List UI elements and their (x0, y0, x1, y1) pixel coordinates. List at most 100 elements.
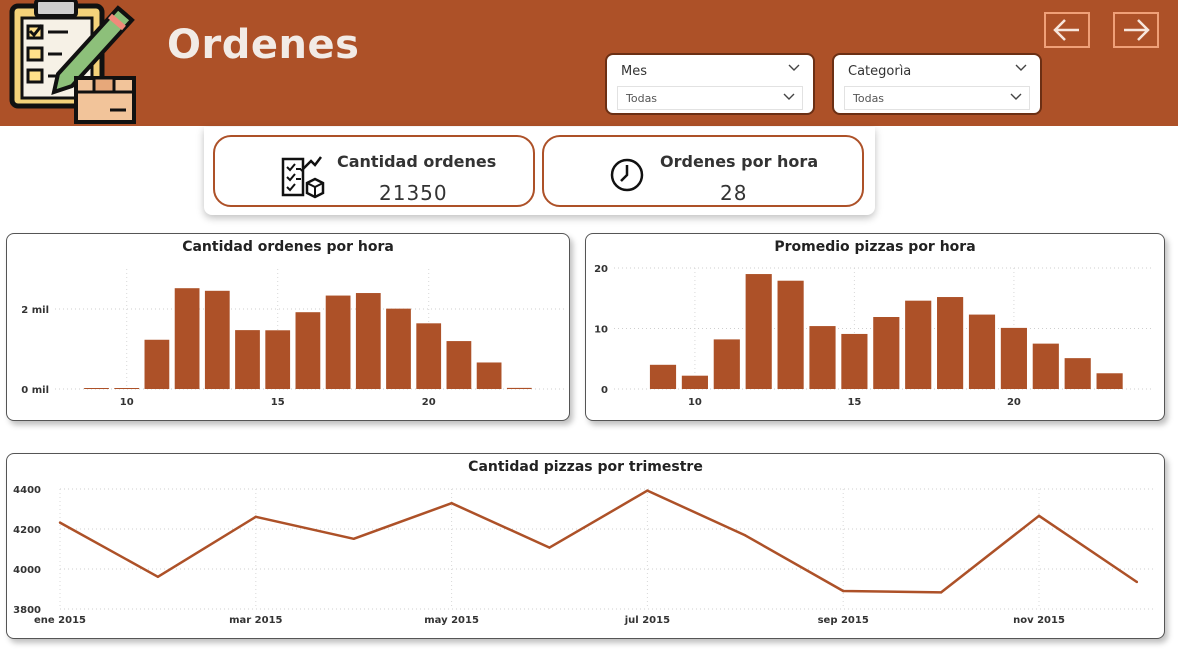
bar (506, 387, 532, 389)
clock-icon (610, 158, 644, 192)
y-tick-label: 2 mil (21, 305, 49, 316)
y-tick-label: 0 (601, 385, 608, 396)
data-point (352, 537, 355, 540)
bar (235, 330, 260, 389)
data-point (450, 502, 453, 505)
y-tick-label: 3800 (13, 605, 41, 616)
chevron-down-icon[interactable] (787, 63, 801, 73)
data-point (1037, 514, 1041, 517)
x-tick-label: sep 2015 (818, 615, 869, 626)
x-tick-label: 10 (120, 397, 134, 408)
x-tick-label: 10 (688, 397, 702, 408)
bar (841, 333, 868, 389)
data-point (646, 489, 649, 492)
slicer-mes[interactable]: Mes Todas (605, 53, 815, 115)
chevron-down-icon[interactable] (1009, 92, 1023, 102)
back-button[interactable] (1044, 12, 1090, 48)
slicer-dropdown[interactable]: Todas (617, 86, 803, 110)
chart-title: Cantidad pizzas por trimestre (468, 459, 703, 475)
kpi-value: 21350 (379, 181, 448, 205)
bar (777, 280, 804, 389)
bar (745, 274, 772, 389)
chart-title: Cantidad ordenes por hora (182, 239, 394, 255)
x-tick-label: 20 (422, 397, 436, 408)
x-tick-label: may 2015 (424, 615, 479, 626)
bar-chart-pizzas-per-hour: 0 10 20 10 15 20 (594, 264, 1154, 408)
data-point (842, 589, 845, 593)
chart-title: Promedio pizzas por hora (774, 239, 976, 255)
y-tick-label: 10 (594, 325, 608, 336)
y-tick-label: 4400 (13, 485, 41, 496)
bar (1064, 358, 1091, 389)
x-tick-label: 20 (1007, 397, 1021, 408)
slicer-value: Todas (853, 92, 885, 105)
line-chart-pizzas-per-quarter: 3800 4000 4200 4400 ene 2015 mar 2015 may 2015… (13, 485, 1155, 626)
bar (446, 341, 472, 389)
slicer-value: Todas (626, 92, 658, 105)
bar (144, 339, 170, 389)
kpi-card-orders: Cantidad ordenes 21350 (213, 135, 535, 207)
x-tick-label: 15 (847, 397, 861, 408)
data-point (156, 575, 160, 578)
bar-chart-orders-per-hour: 0 mil 2 mil 10 15 20 (21, 269, 565, 408)
bar (204, 290, 230, 389)
arrow-left-icon (1053, 19, 1079, 41)
slicer-label: Categorìa (848, 64, 912, 79)
checklist-box-icon (281, 156, 325, 199)
data-point (939, 591, 943, 594)
y-tick-label: 0 mil (21, 385, 49, 396)
x-tick-label: nov 2015 (1013, 615, 1065, 626)
data-point (548, 546, 551, 549)
bar (476, 362, 502, 389)
bar (174, 288, 200, 389)
page-title: Ordenes (167, 22, 360, 68)
bar (681, 375, 708, 389)
bar (873, 317, 900, 389)
kpi-strip: Cantidad ordenes 21350 Ordenes por hora … (204, 127, 875, 215)
y-tick-label: 4000 (13, 565, 41, 576)
data-point (744, 534, 747, 537)
x-tick-label: ene 2015 (34, 615, 86, 626)
bar (937, 297, 964, 389)
bar (355, 293, 381, 389)
slicer-label: Mes (621, 64, 647, 79)
bar (905, 300, 932, 389)
chart-card-pizzas-per-quarter: Cantidad pizzas por trimestre 3800 4000 42… (6, 453, 1165, 639)
forward-button[interactable] (1113, 12, 1159, 48)
data-point (58, 521, 62, 524)
bar (1000, 327, 1027, 389)
bar (265, 330, 291, 389)
x-tick-label: jul 2015 (624, 615, 670, 626)
data-point (254, 515, 257, 518)
bar (416, 323, 442, 389)
chart-card-orders-per-hour: Cantidad ordenes por hora 0 mil 2 mil 10 15… (6, 233, 570, 421)
chart-card-pizzas-per-hour: Promedio pizzas por hora 0 10 20 10 15 20 (585, 233, 1165, 421)
bar (114, 388, 140, 389)
slicer-categoria[interactable]: Categorìa Todas (832, 53, 1042, 115)
data-point (1135, 580, 1139, 584)
chevron-down-icon[interactable] (782, 92, 796, 102)
slicer-dropdown[interactable]: Todas (844, 86, 1030, 110)
chevron-down-icon[interactable] (1014, 63, 1028, 73)
header-bar: Ordenes Mes Todas Categorìa Todas (0, 0, 1178, 126)
bar (386, 308, 411, 389)
bar (713, 339, 740, 389)
bar (1032, 343, 1059, 389)
clipboard-checklist-pencil-box-icon (9, 0, 136, 124)
kpi-card-orders-per-hour: Ordenes por hora 28 (542, 135, 864, 207)
bar (325, 295, 351, 389)
kpi-title: Ordenes por hora (660, 152, 819, 171)
y-tick-label: 20 (594, 264, 608, 275)
x-tick-label: mar 2015 (229, 615, 282, 626)
y-tick-label: 4200 (13, 525, 41, 536)
series-line (59, 489, 1138, 594)
kpi-title: Cantidad ordenes (337, 152, 497, 171)
x-tick-label: 15 (271, 397, 285, 408)
bar (1096, 373, 1123, 389)
kpi-value: 28 (720, 181, 748, 205)
bar (809, 326, 836, 389)
bar (649, 364, 677, 389)
arrow-right-icon (1124, 19, 1150, 41)
bar (295, 312, 321, 389)
bar (968, 314, 996, 389)
